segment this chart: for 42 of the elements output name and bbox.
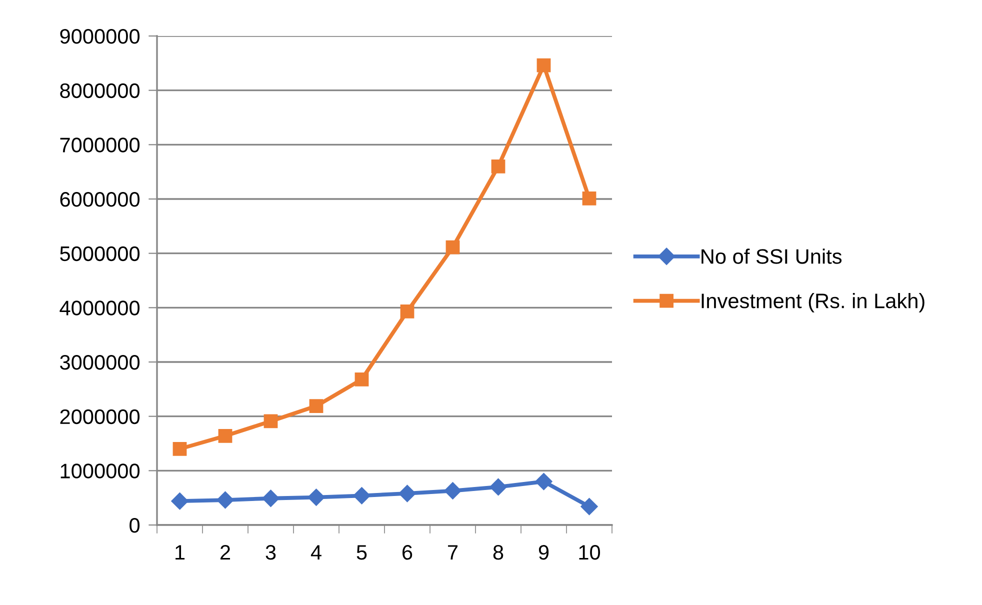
point (172, 442, 187, 456)
point (353, 487, 370, 504)
point (444, 482, 462, 500)
point (400, 304, 414, 318)
y-tick-label: 9000000 (60, 29, 140, 44)
x-tick-label: 5 (356, 545, 367, 560)
point (308, 488, 325, 506)
x-tick-label: 2 (220, 544, 230, 560)
y-tick-label: 3000000 (60, 355, 140, 370)
point (582, 192, 596, 206)
legend-label: No of SSI Units (702, 248, 842, 264)
y-tick-label: 8000000 (60, 83, 140, 98)
point (535, 472, 552, 490)
point (171, 492, 188, 510)
point (262, 490, 280, 507)
legend-label: Investment (Rs. in Lakh) (702, 293, 924, 312)
point (580, 498, 598, 516)
point (398, 484, 416, 502)
point (490, 478, 507, 496)
x-tick-label: 1 (176, 545, 185, 560)
y-tick-label: 0 (130, 518, 140, 533)
point (446, 240, 460, 254)
x-tick-label: 7 (448, 545, 458, 560)
y-tick-label: 4000000 (60, 300, 140, 316)
point (354, 372, 369, 386)
point (536, 58, 551, 72)
y-tick-label: 5000000 (60, 246, 140, 262)
x-tick-label: 8 (493, 544, 504, 560)
x-tick-label: 10 (579, 544, 600, 560)
x-tick-label: 4 (310, 545, 322, 560)
y-tick-label: 1000000 (60, 464, 140, 478)
point (216, 491, 234, 509)
x-tick-label: 9 (538, 544, 549, 560)
y-tick-label: 7000000 (60, 138, 140, 152)
x-tick-label: 6 (402, 544, 412, 560)
point (309, 399, 324, 413)
point (218, 428, 232, 443)
point (264, 414, 278, 428)
y-tick-label: 2000000 (60, 409, 140, 424)
y-tick-label: 6000000 (60, 192, 140, 207)
x-tick-label: 3 (266, 544, 276, 560)
point (491, 159, 506, 174)
